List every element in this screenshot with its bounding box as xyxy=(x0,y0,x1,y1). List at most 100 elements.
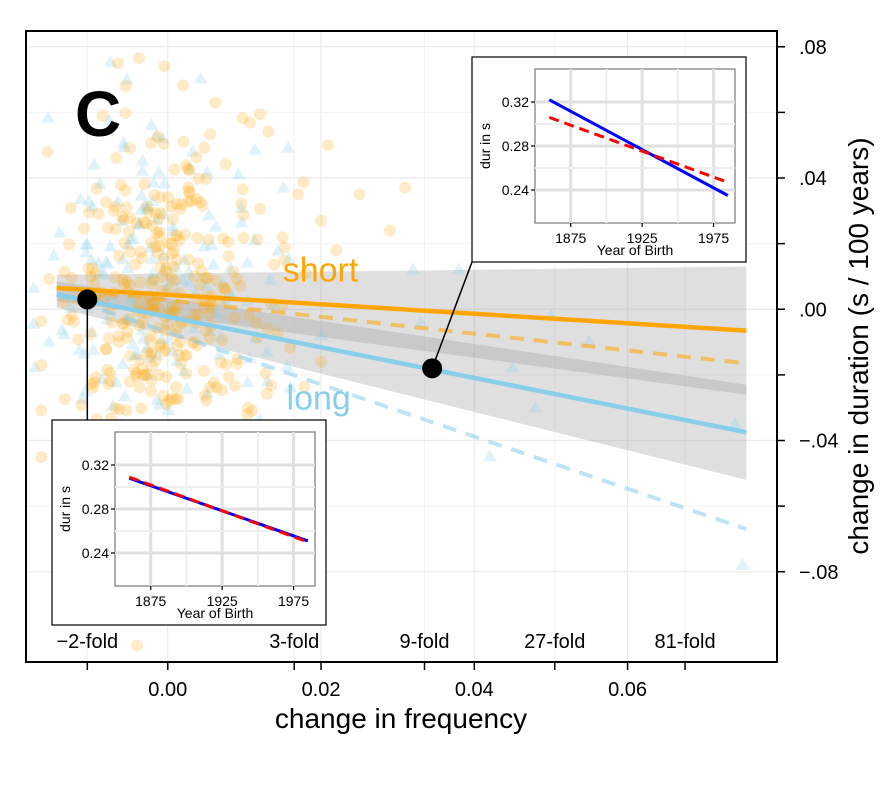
scatter-point-short xyxy=(153,240,166,252)
scatter-point-long xyxy=(144,118,159,131)
scatter-point-short xyxy=(58,393,71,406)
scatter-point-long xyxy=(149,212,164,225)
scatter-point-long xyxy=(240,375,255,388)
scatter-point-short xyxy=(157,345,170,358)
fold-markers: −2-fold 3-fold 9-fold 27-fold 81-fold xyxy=(56,631,715,653)
scatter-point-short xyxy=(297,176,310,189)
scatter-point-short xyxy=(222,370,235,383)
scatter-point-long xyxy=(142,299,156,311)
scatter-point-long xyxy=(231,167,246,180)
insets: 1875 1925 1975 0.24 0.28 0.32 Year of Birth dur… xyxy=(51,56,747,626)
scatter-point-long xyxy=(116,135,131,148)
scatter-point-long xyxy=(120,72,134,85)
scatter-point-short xyxy=(298,380,311,393)
scatter-point-short xyxy=(168,304,181,317)
scatter-point-short xyxy=(159,343,172,356)
scatter-point-short xyxy=(160,371,173,383)
scatter-point-long xyxy=(52,225,67,238)
scatter-point-long xyxy=(121,261,135,274)
scatter-point-short xyxy=(231,273,243,286)
dashed-fit-long xyxy=(56,292,747,531)
scatter-point-short xyxy=(116,210,129,223)
scatter-point-short xyxy=(182,181,195,194)
scatter-point-short xyxy=(204,128,217,141)
scatter-point-long xyxy=(158,176,172,189)
scatter-point-short xyxy=(169,229,182,242)
scatter-point-short xyxy=(145,346,158,358)
scatter-point-long xyxy=(169,260,183,273)
scatter-point-short xyxy=(243,309,256,322)
scatter-point-short xyxy=(153,230,166,243)
scatter-point-short xyxy=(191,308,204,321)
inset-x-title: Year of Birth xyxy=(177,605,254,621)
scatter-point-long xyxy=(180,381,194,394)
scatter-point-short xyxy=(199,324,212,337)
scatter-point-short xyxy=(138,368,151,381)
scatter-point-short xyxy=(194,278,207,291)
scatter-point-short xyxy=(130,367,143,380)
scatter-point-long xyxy=(314,328,328,340)
solid-fit-long xyxy=(56,292,747,435)
scatter-point-short xyxy=(236,183,249,196)
scatter-point-short xyxy=(119,107,132,120)
scatter-point-long xyxy=(159,282,174,295)
scatter-point-long xyxy=(200,386,215,399)
scatter-point-short xyxy=(119,184,132,197)
scatter-point-short xyxy=(109,402,122,415)
scatter-point-short xyxy=(153,212,165,225)
scatter-point-short xyxy=(215,384,228,397)
scatter-point-short xyxy=(136,362,149,375)
scatter-point-long xyxy=(175,273,190,286)
scatter-point-short xyxy=(109,271,122,283)
scatter-point-short xyxy=(170,254,183,267)
scatter-point-short xyxy=(259,367,272,380)
scatter-point-long xyxy=(26,316,41,329)
scatter-point-short xyxy=(322,139,334,151)
scatter-point-short xyxy=(130,370,143,383)
scatter-point-long xyxy=(240,255,255,268)
scatter-point-long xyxy=(482,449,497,462)
scatter-point-long xyxy=(152,165,166,178)
scatter-point-short xyxy=(124,246,137,259)
scatter-point-short xyxy=(117,277,130,290)
scatter-point-long xyxy=(100,312,114,325)
scatter-point-long xyxy=(42,334,56,347)
scatter-point-short xyxy=(165,247,178,260)
scatter-point-long xyxy=(26,281,41,293)
scatter-point-long xyxy=(106,398,120,411)
scatter-point-short xyxy=(117,317,130,330)
scatter-point-short xyxy=(260,387,273,400)
scatter-point-short xyxy=(169,381,182,394)
scatter-point-short xyxy=(162,191,175,204)
inset-bottom-left: 1875 1925 1975 0.24 0.28 0.32 Year of Birth dur… xyxy=(51,419,327,626)
scatter-point-short xyxy=(96,109,109,122)
scatter-point-short xyxy=(154,338,167,350)
scatter-point-long xyxy=(156,263,170,276)
fold-marker-label: −2-fold xyxy=(56,631,118,653)
scatter-point-short xyxy=(174,203,187,216)
scatter-point-short xyxy=(244,116,256,129)
inset-x-title: Year of Birth xyxy=(597,242,674,258)
scatter-point-short xyxy=(75,399,88,412)
scatter-point-short xyxy=(183,186,196,199)
scatter-point-long xyxy=(406,262,420,275)
scatter-point-short xyxy=(231,357,244,370)
scatter-point-long xyxy=(209,219,223,232)
scatter-point-short xyxy=(222,235,235,248)
scatter-point-short xyxy=(149,207,162,220)
scatter-point-long xyxy=(280,359,294,372)
scatter-point-short xyxy=(86,262,99,275)
scatter-point-long xyxy=(99,255,113,268)
scatter-point-short xyxy=(236,112,249,125)
scatter-point-short xyxy=(58,265,71,278)
scatter-point-short xyxy=(130,217,143,230)
scatter-point-short xyxy=(120,275,133,288)
inset-y-tick-label: 0.28 xyxy=(82,501,109,517)
scatter-point-short xyxy=(120,201,133,214)
scatter-point-short xyxy=(315,355,327,368)
scatter-point-short xyxy=(168,163,181,176)
scatter-point-short xyxy=(114,179,127,191)
scatter-point-long xyxy=(97,267,111,280)
scatter-point-long xyxy=(728,416,742,429)
